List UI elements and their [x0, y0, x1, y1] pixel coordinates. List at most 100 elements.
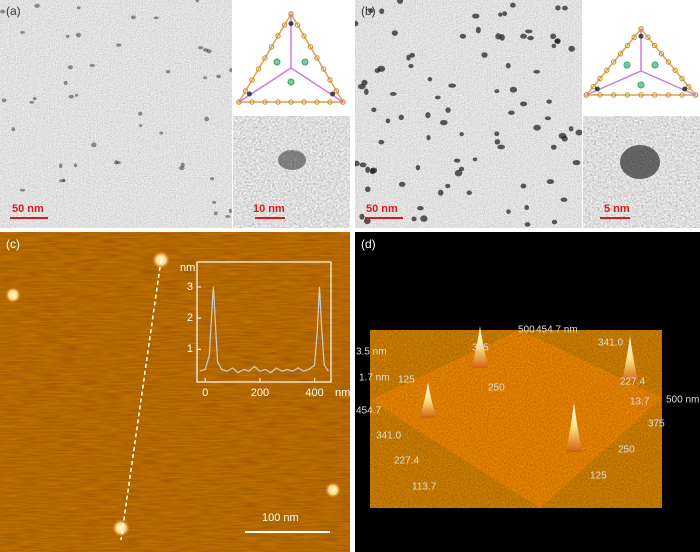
- axis-label: 3.5 nm: [356, 347, 387, 358]
- particle: [572, 160, 581, 166]
- particle: [509, 86, 518, 93]
- atom: [679, 92, 685, 98]
- molecule-drawing: [583, 26, 699, 98]
- particle: [397, 0, 404, 4]
- atom: [665, 92, 671, 98]
- axis-label: 227.4: [394, 456, 419, 467]
- atom: [604, 67, 610, 73]
- atom: [268, 44, 275, 50]
- node: [594, 86, 600, 92]
- particle: [195, 0, 199, 3]
- arm: [238, 67, 292, 103]
- particle: [524, 29, 533, 34]
- atom: [617, 51, 624, 57]
- node: [330, 91, 336, 97]
- particle: [454, 169, 463, 177]
- particle: [415, 164, 421, 171]
- arm: [640, 70, 696, 96]
- particle: [466, 190, 472, 195]
- particle: [425, 112, 431, 119]
- particle: [203, 76, 207, 80]
- particle: [544, 116, 551, 121]
- profile-line: [199, 286, 329, 374]
- axis-label: 250: [618, 445, 635, 456]
- particle: [206, 49, 212, 54]
- particle: [116, 161, 121, 165]
- axis-label: 1.7 nm: [359, 373, 390, 384]
- particle: [533, 124, 541, 131]
- particle: [445, 107, 451, 113]
- axis-label: 125: [590, 471, 607, 482]
- particle: [459, 33, 467, 39]
- particle: [202, 48, 209, 52]
- particle: [359, 213, 365, 220]
- particle: [91, 142, 97, 148]
- particle: [159, 131, 164, 135]
- particle: [364, 88, 369, 95]
- particle: [420, 215, 428, 222]
- arm: [586, 70, 642, 96]
- atom: [262, 55, 268, 61]
- particle: [197, 46, 204, 50]
- node: [288, 21, 294, 27]
- atom: [242, 88, 249, 94]
- atom: [624, 42, 631, 49]
- atom: [333, 88, 340, 94]
- x-axis-label: nm: [335, 387, 350, 399]
- atom: [327, 99, 333, 105]
- atom: [314, 99, 320, 105]
- particle: [398, 181, 406, 187]
- atom: [631, 34, 637, 40]
- y-tick-label: 1: [187, 343, 193, 355]
- particle: [411, 216, 417, 222]
- particle: [560, 197, 568, 202]
- atom: [658, 51, 665, 57]
- particle: [546, 99, 552, 104]
- particle: [508, 110, 515, 115]
- atom: [294, 22, 301, 28]
- particle: [225, 215, 231, 218]
- atom: [275, 99, 281, 105]
- axis-label: 375: [472, 343, 489, 354]
- particle: [204, 116, 210, 122]
- particle: [0, 9, 6, 14]
- atom: [651, 42, 658, 49]
- particle: [213, 211, 218, 216]
- particle: [138, 111, 143, 116]
- particle: [59, 179, 65, 183]
- particles: [355, 0, 582, 227]
- axis-label: 500 nm: [666, 395, 699, 406]
- scale-label: 5 nm: [604, 203, 630, 215]
- atom: [249, 77, 255, 83]
- particle: [180, 162, 185, 167]
- particle: [73, 163, 78, 168]
- particle: [89, 63, 95, 67]
- metal: [651, 61, 659, 69]
- particle: [434, 95, 441, 100]
- axis-label: 125: [398, 375, 415, 386]
- tem-image: [0, 0, 232, 228]
- panel-label: (c): [6, 237, 20, 251]
- particle: [76, 6, 81, 10]
- particle: [568, 126, 574, 132]
- atom: [645, 34, 651, 40]
- particle: [75, 32, 81, 38]
- axis-label: 227.4: [620, 377, 645, 388]
- particle: [116, 43, 122, 47]
- atom: [301, 33, 307, 39]
- particle: [229, 67, 232, 73]
- peak: [420, 382, 436, 418]
- atom: [327, 77, 333, 83]
- particle: [475, 26, 481, 34]
- surface-texture: [370, 330, 662, 508]
- metal: [287, 78, 295, 86]
- atom: [249, 99, 255, 105]
- axis-label: 500: [518, 325, 535, 336]
- panel-label: (d): [361, 237, 376, 251]
- atom: [672, 67, 678, 73]
- particle: [555, 5, 561, 11]
- axis-label: 250: [488, 383, 505, 394]
- atom: [301, 99, 307, 105]
- atom: [686, 84, 692, 90]
- particle: [178, 165, 185, 171]
